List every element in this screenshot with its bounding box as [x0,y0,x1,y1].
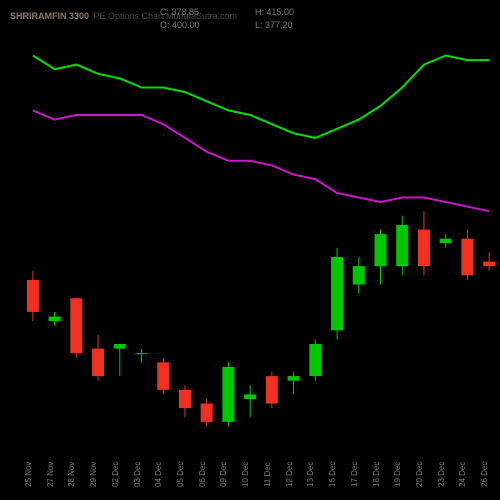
candle-down [266,376,278,403]
x-tick-label: 06 Dec [198,462,207,487]
x-tick-label: 23 Dec [437,462,446,487]
candle-up [396,225,408,266]
candle-up [440,239,452,244]
x-tick-label: 13 Dec [306,462,315,487]
high-value: 415.00 [267,7,295,17]
x-tick-label: 12 Dec [285,462,294,487]
candle-down [201,404,213,422]
candle-up [136,353,148,354]
candle-up [244,394,256,399]
high-label: H: [255,7,264,17]
candle-up [375,234,387,266]
x-tick-label: 11 Dec [263,462,272,487]
close-label: C: [160,7,169,17]
title-symbol: SHRIRAMFIN 3300 [10,11,89,21]
x-tick-label: 29 Nov [89,462,98,487]
candle-up [353,266,365,284]
x-tick-label: 18 Dec [372,462,381,487]
indicator-line-green [33,56,489,138]
candle-up [309,344,321,376]
x-tick-label: 28 Nov [67,462,76,487]
candle-down [418,230,430,267]
chart-root: SHRIRAMFIN 3300 PE Options Chart MunafaS… [0,0,500,500]
x-tick-label: 19 Dec [393,462,402,487]
chart-title: SHRIRAMFIN 3300 PE Options Chart MunafaS… [10,6,237,24]
x-tick-label: 03 Dec [133,462,142,487]
x-tick-label: 20 Dec [415,462,424,487]
indicator-line-magenta [33,110,489,211]
candle-up [222,367,234,422]
candle-down [27,280,39,312]
candle-down [179,390,191,408]
x-tick-label: 26 Dec [480,462,489,487]
x-tick-label: 27 Nov [46,462,55,487]
plot-svg [22,28,500,486]
candle-up [288,376,300,381]
candle-down [461,239,473,276]
close-value: 378.85 [172,7,200,17]
candle-down [70,298,82,353]
candle-up [49,317,61,322]
x-tick-label: 24 Dec [458,462,467,487]
x-tick-label: 02 Dec [111,462,120,487]
x-axis: 25 Nov27 Nov28 Nov29 Nov02 Dec03 Dec04 D… [22,486,500,500]
candle-up [331,257,343,330]
plot-area [22,28,500,486]
x-tick-label: 09 Dec [219,462,228,487]
x-tick-label: 16 Dec [328,462,337,487]
candle-up [114,344,126,349]
candle-down [483,262,495,267]
x-tick-label: 04 Dec [154,462,163,487]
candle-down [92,349,104,376]
candle-down [157,362,169,389]
x-tick-label: 10 Dec [241,462,250,487]
x-tick-label: 17 Dec [350,462,359,487]
x-tick-label: 25 Nov [24,462,33,487]
x-tick-label: 05 Dec [176,462,185,487]
